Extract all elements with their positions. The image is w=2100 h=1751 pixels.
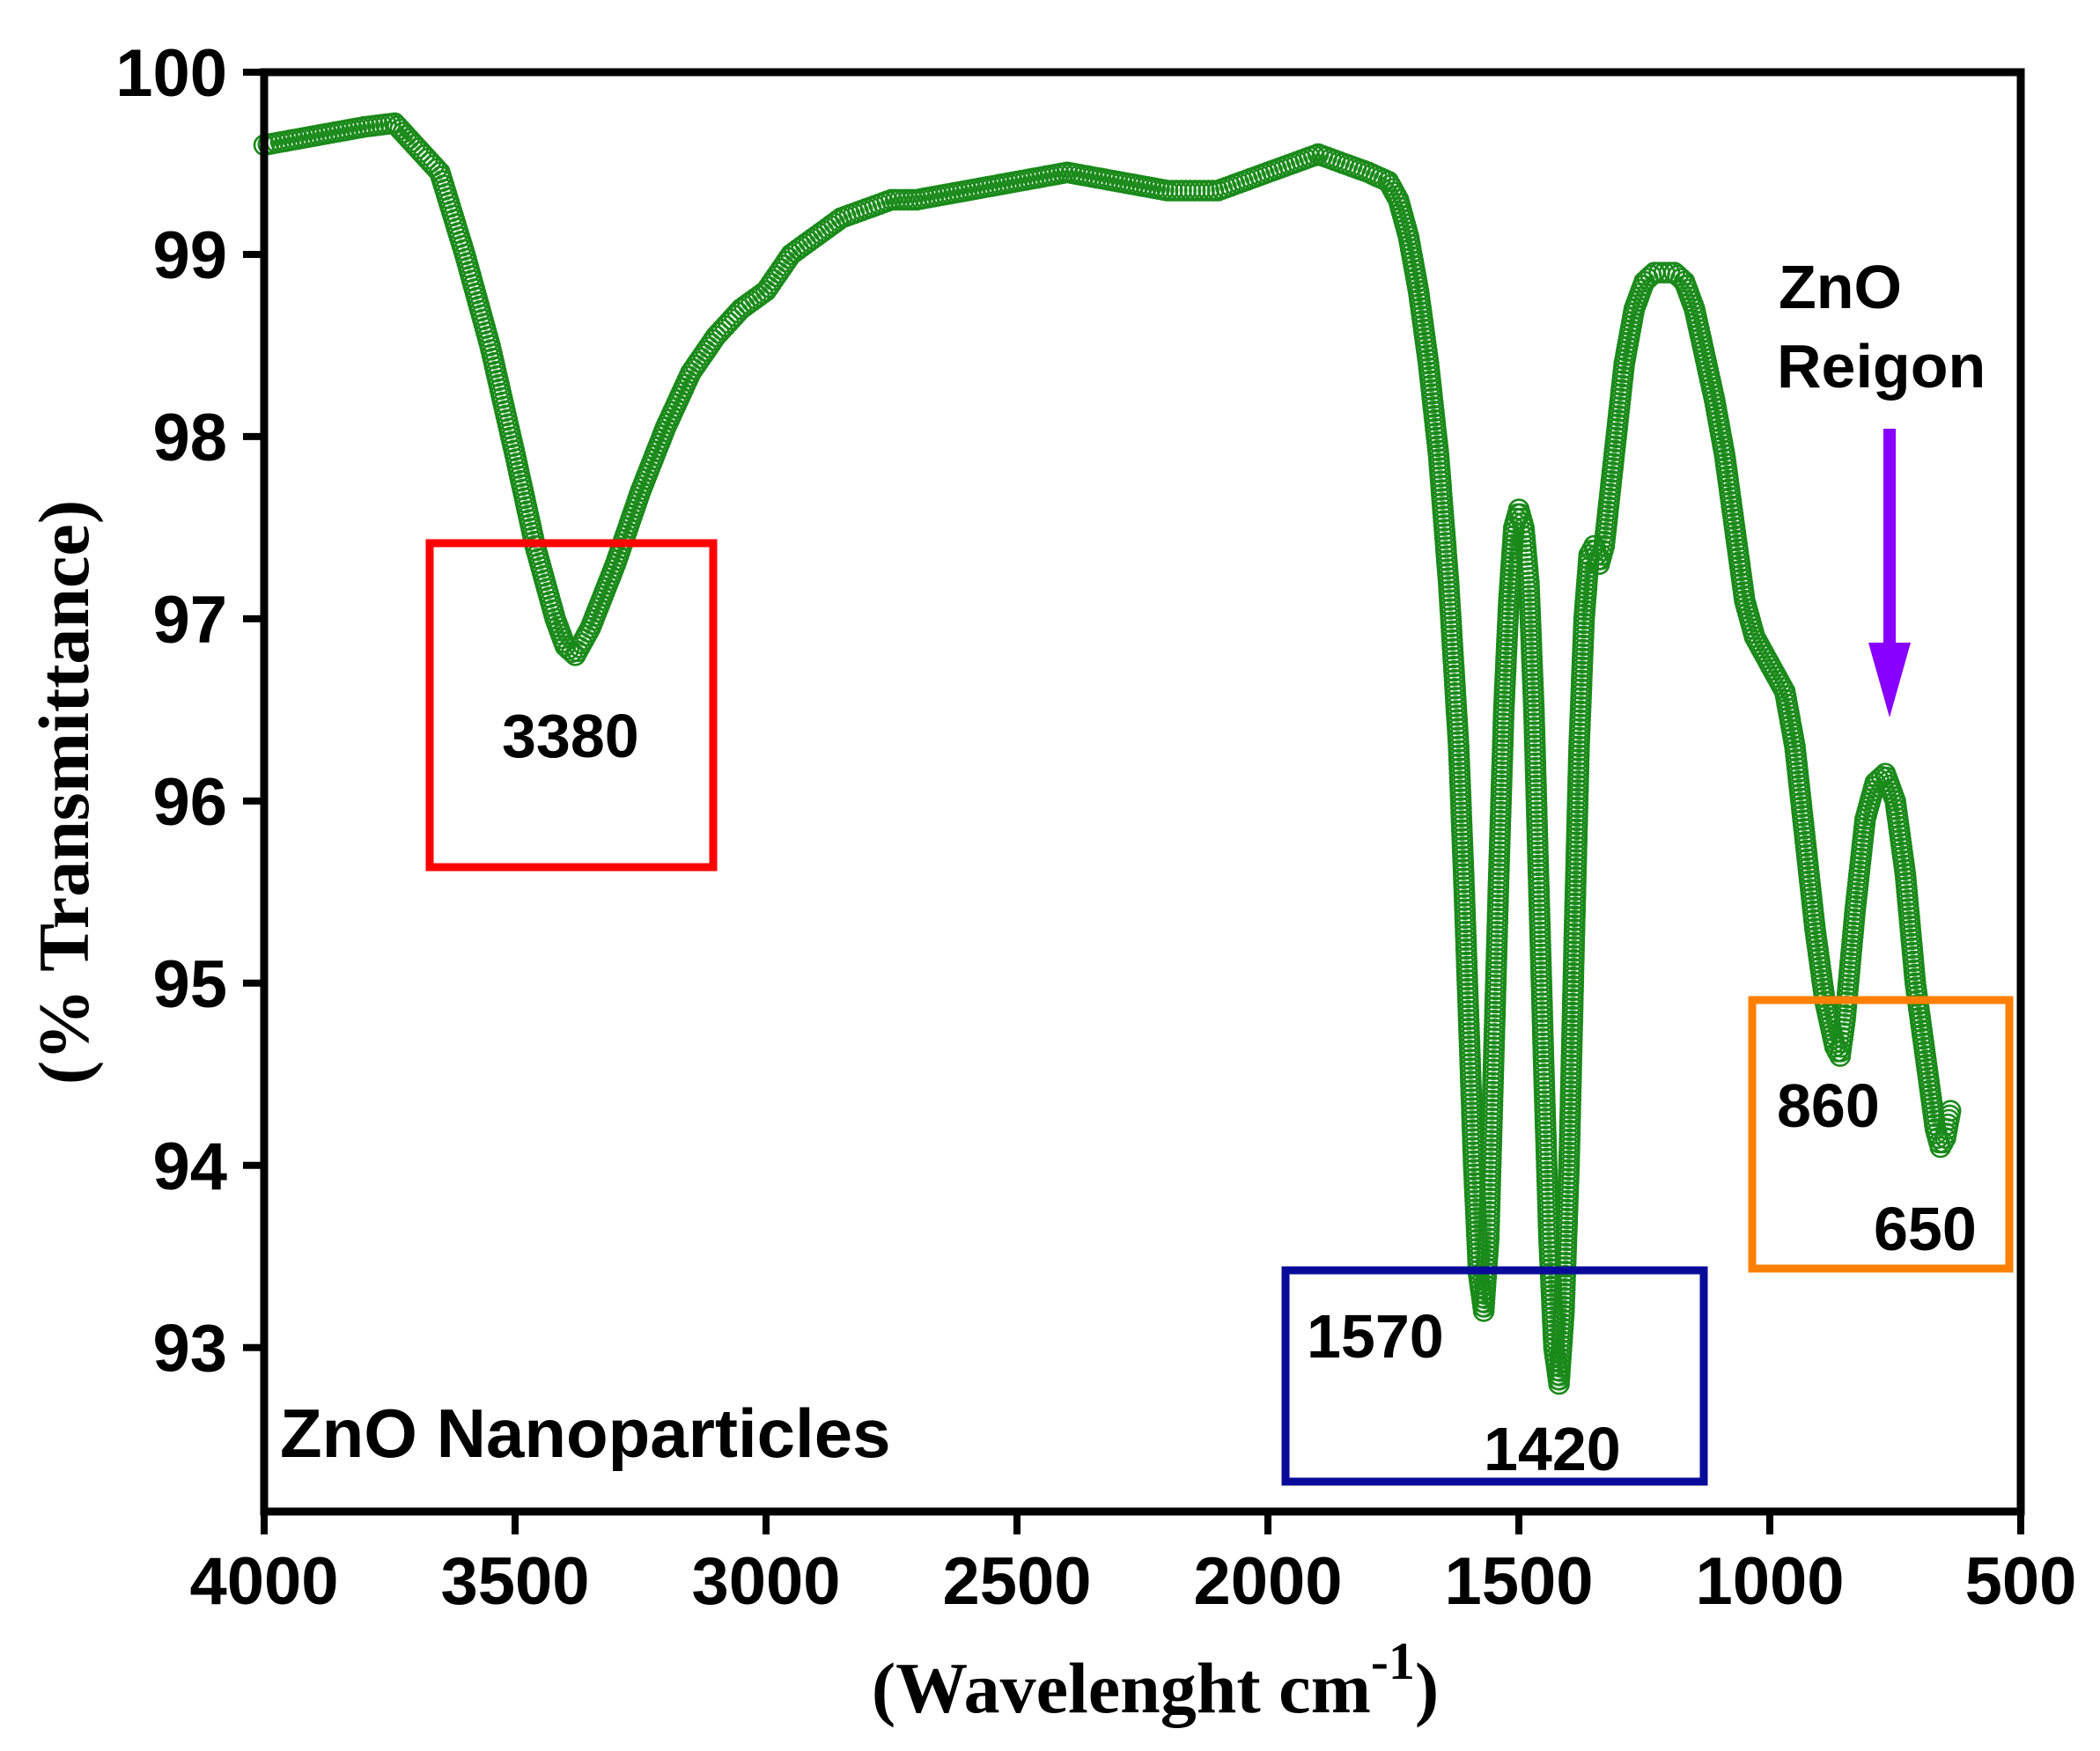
- y-axis-title: (% Transmittance): [24, 500, 104, 1085]
- data-point: [557, 638, 580, 660]
- zno-region-arrow: [1868, 429, 1911, 717]
- data-point: [1939, 1100, 1962, 1122]
- x-tick-label: 1000: [1695, 1544, 1844, 1619]
- x-axis-title: (Wavelenght cm-1): [872, 1632, 1439, 1728]
- data-point: [791, 235, 814, 258]
- data-point: [801, 227, 824, 250]
- x-tick-label: 3000: [691, 1544, 840, 1619]
- x-tick-label: 3500: [440, 1544, 589, 1619]
- data-point: [794, 232, 817, 255]
- annotation-reigon: Reigon: [1777, 332, 1986, 401]
- x-tick-label: 500: [1965, 1544, 2077, 1619]
- y-tick-label: 98: [152, 401, 227, 475]
- y-tick-label: 99: [152, 218, 227, 293]
- annotation-1570: 1570: [1307, 1302, 1444, 1371]
- data-point: [733, 295, 755, 318]
- data-series-zno: [253, 112, 1962, 1395]
- data-point: [808, 222, 831, 245]
- x-tick-label: 2500: [942, 1544, 1091, 1619]
- y-tick-label: 100: [115, 36, 227, 111]
- data-point: [737, 292, 759, 315]
- highlight-box-3380: [425, 539, 718, 872]
- y-tick-label: 96: [152, 765, 227, 840]
- annotation-650: 650: [1874, 1195, 1977, 1263]
- data-point: [744, 287, 767, 310]
- sample-label: ZnO Nanoparticles: [280, 1394, 890, 1472]
- annotation-860: 860: [1777, 1071, 1880, 1140]
- data-point: [780, 243, 802, 266]
- y-axis: 93 94 95 96 97 98 99 100: [115, 36, 264, 1387]
- data-point: [805, 224, 828, 247]
- y-tick-label: 97: [152, 583, 227, 658]
- highlight-box-860-650: [1748, 996, 2014, 1273]
- data-point: [730, 298, 752, 320]
- annotation-1420: 1420: [1484, 1415, 1621, 1483]
- y-tick-label: 94: [152, 1129, 227, 1204]
- plot-frame: [260, 68, 2025, 1516]
- data-point: [798, 230, 821, 253]
- annotation-3380: 3380: [502, 702, 639, 770]
- y-tick-label: 95: [152, 947, 227, 1022]
- data-point: [763, 269, 785, 291]
- x-tick-label: 2000: [1193, 1544, 1342, 1619]
- data-point: [815, 217, 838, 239]
- highlight-box-1570-1420: [1281, 1266, 1708, 1486]
- x-tick-label: 1500: [1444, 1544, 1593, 1619]
- data-point: [787, 238, 809, 261]
- y-tick-label: 93: [152, 1312, 227, 1387]
- data-point: [812, 220, 835, 242]
- x-axis: 4000 3500 3000 2500 2000 1500 1000 500: [189, 1512, 2076, 1619]
- x-tick-label: 4000: [189, 1544, 338, 1619]
- data-point: [784, 240, 806, 263]
- annotation-zno: ZnO: [1779, 253, 1902, 321]
- data-point: [741, 290, 763, 313]
